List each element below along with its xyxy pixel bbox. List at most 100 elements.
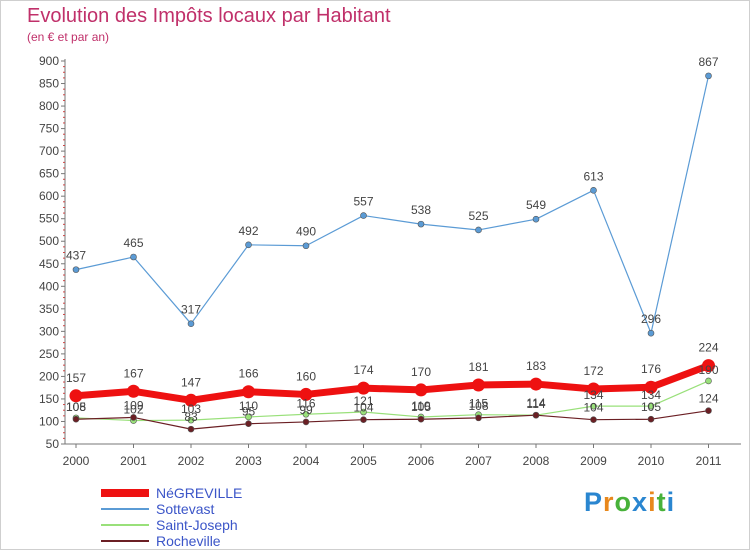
y-tick-label: 350 — [39, 302, 59, 316]
data-point-n-greville — [242, 385, 255, 399]
data-label-rocheville: 105 — [411, 400, 431, 414]
data-label-n-greville: 166 — [238, 367, 258, 381]
data-label-rocheville: 109 — [123, 398, 143, 412]
data-point-sottevast — [245, 241, 252, 249]
data-point-saint-joseph — [647, 402, 655, 410]
data-label-sottevast: 557 — [353, 195, 373, 209]
data-label-n-greville: 167 — [123, 366, 143, 380]
data-label-saint-joseph: 110 — [239, 399, 258, 413]
data-point-rocheville — [72, 415, 80, 423]
y-tick-label: 700 — [39, 144, 59, 158]
legend-swatch — [101, 540, 149, 542]
data-point-saint-joseph — [360, 408, 367, 416]
data-point-n-greville — [357, 381, 370, 395]
data-labels: 437 465 317 492 490 557 538 525 549 613 296 867 157 1… — [66, 55, 719, 424]
data-point-rocheville — [647, 415, 655, 423]
data-label-saint-joseph: 121 — [353, 394, 373, 408]
data-point-rocheville — [532, 411, 540, 419]
data-label-rocheville: 108 — [468, 399, 488, 413]
data-label-saint-joseph: 134 — [583, 388, 603, 402]
data-label-rocheville: 99 — [299, 403, 313, 417]
y-tick-label: 300 — [39, 324, 59, 338]
data-point-saint-joseph — [187, 416, 195, 424]
data-point-saint-joseph — [245, 413, 252, 421]
data-label-n-greville: 224 — [698, 341, 718, 355]
data-label-saint-joseph: 108 — [66, 400, 86, 414]
logo-letter: P — [584, 487, 604, 517]
logo-letter: o — [614, 487, 633, 517]
y-tick-label: 500 — [39, 234, 59, 248]
series-line-saint-joseph — [75, 380, 709, 422]
data-label-n-greville: 174 — [353, 363, 373, 377]
x-tick-label: 2009 — [580, 454, 607, 468]
data-label-sottevast: 867 — [698, 55, 718, 69]
data-label-n-greville: 172 — [583, 364, 603, 378]
chart-title: Evolution des Impôts locaux par Habitant — [27, 5, 391, 27]
data-label-sottevast: 296 — [641, 312, 661, 326]
data-point-rocheville — [705, 407, 712, 414]
y-tick-label: 750 — [39, 122, 59, 136]
data-label-sottevast: 490 — [296, 225, 316, 239]
x-tick-label: 2011 — [696, 454, 722, 468]
axes: 50 100 150 200 250 300 350 400 450 500 550 600 650 70… — [39, 54, 741, 468]
data-point-saint-joseph — [590, 402, 597, 410]
legend-swatch — [101, 489, 149, 497]
data-label-sottevast: 613 — [583, 169, 603, 183]
logo-letter: r — [603, 487, 615, 517]
data-label-sottevast: 465 — [123, 236, 143, 250]
data-label-rocheville: 104 — [353, 401, 373, 415]
y-tick-label: 600 — [39, 189, 59, 203]
x-tick-label: 2003 — [235, 454, 262, 468]
data-label-saint-joseph: 114 — [526, 397, 545, 411]
data-label-rocheville: 114 — [526, 396, 545, 410]
data-point-n-greville — [299, 387, 313, 401]
legend-label: Rocheville — [156, 533, 221, 549]
data-point-n-greville — [184, 393, 198, 407]
logo-letter: i — [666, 487, 676, 517]
legend-swatch — [101, 508, 149, 510]
y-tick-label: 400 — [39, 279, 59, 293]
data-label-rocheville: 105 — [641, 400, 661, 414]
data-label-n-greville: 160 — [296, 369, 316, 383]
data-point-sottevast — [417, 220, 425, 228]
data-point-n-greville — [69, 389, 83, 403]
data-label-saint-joseph: 102 — [123, 403, 143, 417]
data-label-n-greville: 176 — [641, 362, 661, 376]
data-label-rocheville: 104 — [583, 401, 603, 415]
data-point-sottevast — [302, 242, 310, 250]
data-point-sottevast — [187, 320, 195, 327]
series-line-rocheville — [75, 410, 709, 430]
logo-letter: x — [632, 487, 649, 517]
data-label-n-greville: 183 — [526, 359, 546, 373]
x-tick-label: 2007 — [465, 454, 492, 468]
x-tick-label: 2008 — [523, 454, 550, 468]
data-point-rocheville — [475, 414, 482, 422]
data-point-sottevast — [647, 329, 655, 337]
x-tick-label: 2002 — [178, 454, 205, 468]
data-label-sottevast: 317 — [181, 303, 201, 317]
data-label-n-greville: 147 — [181, 375, 201, 389]
data-point-rocheville — [302, 418, 310, 426]
data-label-sottevast: 549 — [526, 198, 546, 212]
data-point-sottevast — [475, 226, 482, 234]
legend-label: Saint-Joseph — [156, 517, 238, 533]
data-point-n-greville — [587, 382, 600, 396]
data-point-saint-joseph — [302, 410, 310, 418]
data-point-rocheville — [130, 414, 137, 421]
data-label-saint-joseph: 103 — [181, 402, 201, 416]
data-label-saint-joseph: 134 — [641, 388, 661, 402]
x-tick-label: 2005 — [350, 454, 377, 468]
series-lines — [69, 72, 715, 433]
data-point-n-greville — [702, 359, 715, 373]
y-tick-label: 50 — [46, 437, 60, 451]
data-point-rocheville — [590, 416, 597, 423]
data-label-rocheville: 105 — [66, 400, 86, 414]
chart-subtitle: (en € et par an) — [27, 30, 110, 44]
data-label-n-greville: 157 — [66, 371, 86, 385]
x-tick-label: 2010 — [638, 454, 665, 468]
y-tick-label: 200 — [39, 369, 59, 383]
data-point-sottevast — [705, 72, 712, 80]
y-tick-label: 450 — [39, 257, 59, 271]
